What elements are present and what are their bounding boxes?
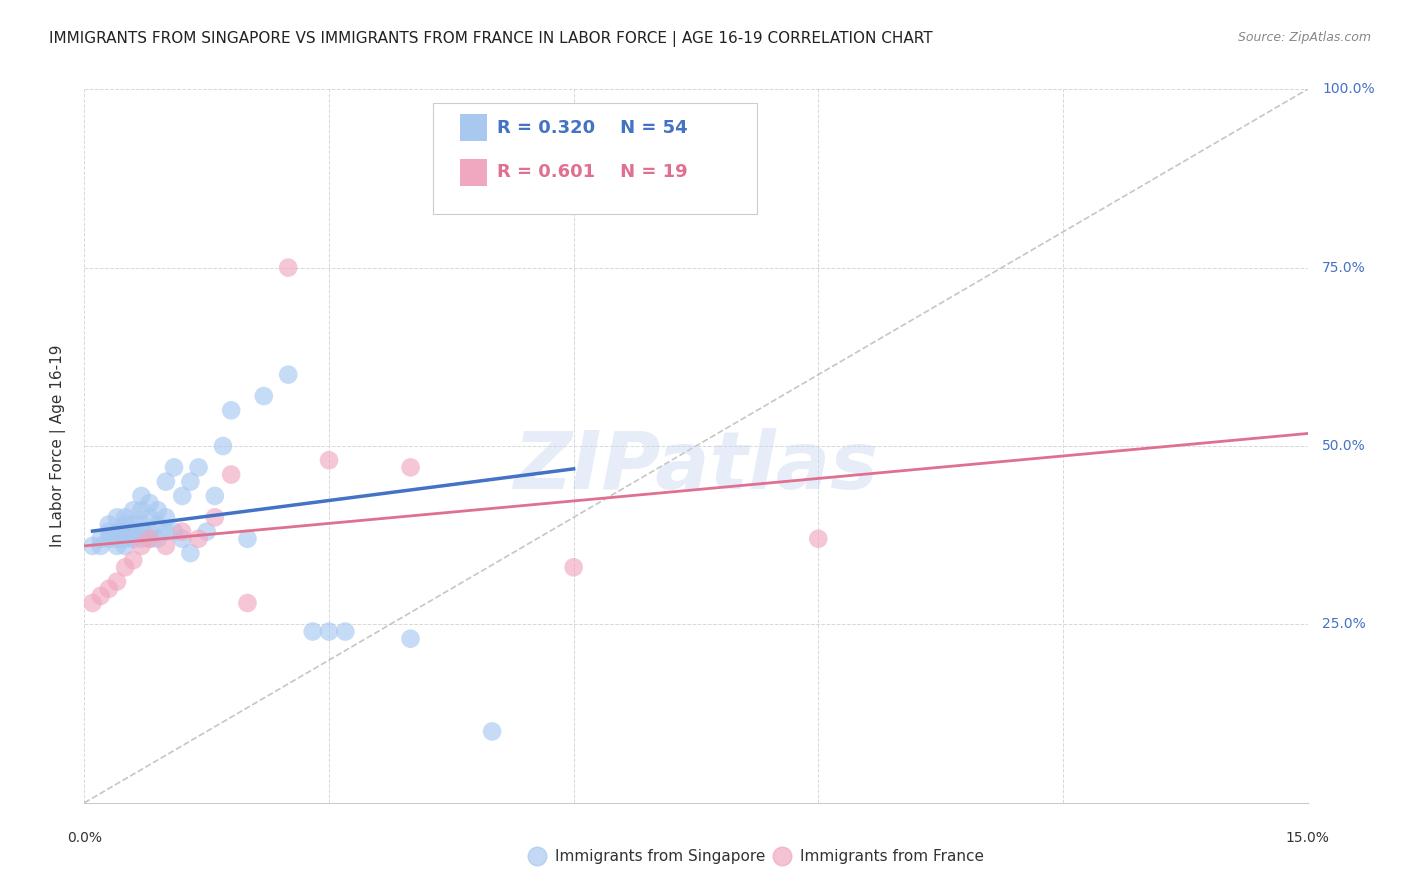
FancyBboxPatch shape (460, 114, 486, 142)
Point (155, 475, 177, 489)
Point (131, 489, 153, 503)
Point (82, 596, 104, 610)
Point (114, 517, 136, 532)
Point (172, 532, 194, 546)
Point (105, 532, 128, 546)
Point (90, 589, 112, 603)
Point (562, 118, 585, 132)
Point (562, 560, 585, 574)
Point (105, 524, 128, 539)
Point (146, 532, 169, 546)
Point (318, 453, 340, 467)
FancyBboxPatch shape (460, 159, 486, 186)
Point (138, 510, 160, 524)
Point (204, 489, 226, 503)
Text: R = 0.320    N = 54: R = 0.320 N = 54 (496, 119, 688, 137)
Text: 50.0%: 50.0% (1322, 439, 1367, 453)
Text: R = 0.601    N = 19: R = 0.601 N = 19 (496, 163, 688, 181)
Point (138, 524, 160, 539)
Point (97, 532, 120, 546)
FancyBboxPatch shape (433, 103, 758, 214)
Text: 75.0%: 75.0% (1322, 260, 1367, 275)
Point (114, 510, 136, 524)
Point (105, 510, 128, 524)
Point (122, 503, 145, 517)
Point (236, 596, 259, 610)
Point (122, 532, 145, 546)
Point (90, 532, 112, 546)
Point (90, 539, 112, 553)
Point (114, 539, 136, 553)
Point (155, 539, 177, 553)
Text: Source: ZipAtlas.com: Source: ZipAtlas.com (1237, 31, 1371, 45)
Point (399, 460, 422, 475)
Point (179, 546, 201, 560)
Point (163, 524, 186, 539)
Point (399, 632, 422, 646)
Point (155, 524, 177, 539)
Point (187, 532, 209, 546)
Point (335, 624, 357, 639)
Point (163, 460, 186, 475)
Point (195, 524, 218, 539)
Text: 15.0%: 15.0% (1285, 831, 1330, 846)
Point (204, 510, 226, 524)
Text: ZIPatlas: ZIPatlas (513, 428, 879, 507)
Point (131, 539, 153, 553)
Point (236, 532, 259, 546)
Point (187, 460, 209, 475)
Text: 0.0%: 0.0% (67, 831, 101, 846)
Point (114, 524, 136, 539)
Point (138, 496, 160, 510)
Text: Immigrants from Singapore: Immigrants from Singapore (555, 849, 766, 863)
Point (114, 560, 136, 574)
Point (97, 582, 120, 596)
Point (131, 532, 153, 546)
Point (122, 517, 145, 532)
Point (97, 517, 120, 532)
Point (105, 574, 128, 589)
Point (807, 532, 830, 546)
Point (138, 532, 160, 546)
Y-axis label: In Labor Force | Age 16-19: In Labor Force | Age 16-19 (49, 344, 66, 548)
Point (97, 524, 120, 539)
Text: IMMIGRANTS FROM SINGAPORE VS IMMIGRANTS FROM FRANCE IN LABOR FORCE | AGE 16-19 C: IMMIGRANTS FROM SINGAPORE VS IMMIGRANTS … (49, 31, 932, 47)
Point (131, 503, 153, 517)
Point (172, 489, 194, 503)
Text: 100.0%: 100.0% (1322, 82, 1375, 96)
Point (114, 532, 136, 546)
Point (138, 532, 160, 546)
Point (131, 517, 153, 532)
Point (146, 517, 169, 532)
Point (146, 503, 169, 517)
Point (253, 389, 276, 403)
Point (172, 524, 194, 539)
Point (219, 467, 242, 482)
Point (155, 510, 177, 524)
Point (105, 539, 128, 553)
Point (122, 524, 145, 539)
Point (277, 260, 299, 275)
Point (481, 724, 503, 739)
Point (131, 524, 153, 539)
Point (219, 403, 242, 417)
Point (122, 553, 145, 567)
Point (179, 475, 201, 489)
Point (82, 539, 104, 553)
Point (318, 624, 340, 639)
Point (212, 439, 235, 453)
Point (301, 624, 323, 639)
Point (277, 368, 299, 382)
Text: 25.0%: 25.0% (1322, 617, 1367, 632)
Text: Immigrants from France: Immigrants from France (800, 849, 984, 863)
